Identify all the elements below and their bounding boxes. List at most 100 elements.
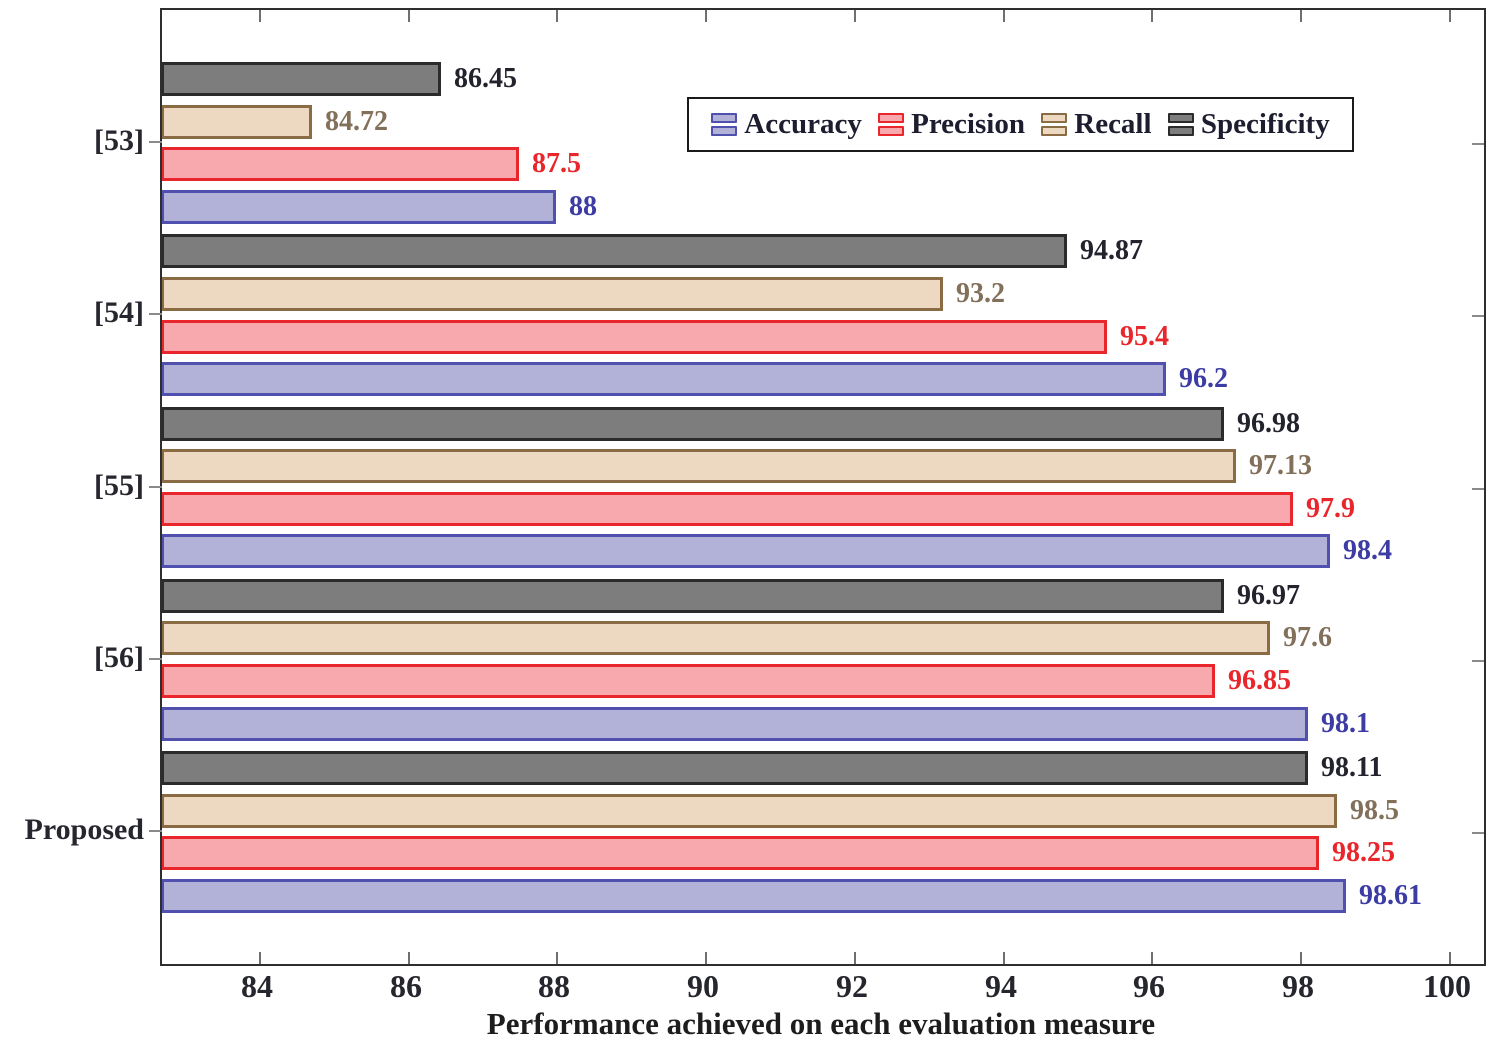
x-axis-tick (1300, 10, 1302, 22)
accuracy-value-label: 98.1 (1321, 708, 1370, 739)
x-axis-tick-label: 96 (1133, 968, 1165, 1004)
accuracy-marker-rect (711, 126, 738, 136)
precision-value-label: 96.85 (1228, 665, 1291, 696)
legend-item-accuracy: Accuracy (711, 110, 862, 139)
legend-label-accuracy: Accuracy (744, 108, 862, 140)
recall-bar-Proposed (162, 794, 1337, 828)
y-axis-tick (1472, 143, 1484, 145)
y-axis-tick (149, 658, 162, 660)
x-axis-tick (556, 10, 558, 22)
specificity-value-label: 98.11 (1321, 752, 1383, 783)
legend-item-specificity: Specificity (1167, 108, 1330, 140)
recall-bar-55 (162, 449, 1236, 483)
specificity-bar-53 (162, 62, 441, 96)
specificity-value-label: 96.98 (1237, 408, 1300, 439)
accuracy-bar-55 (162, 534, 1330, 568)
precision-value-label: 95.4 (1120, 321, 1169, 352)
specificity-bar-Proposed (162, 751, 1308, 785)
x-axis-tick (259, 10, 261, 22)
x-axis-tick (556, 952, 558, 964)
x-axis-tick-label: 100 (1423, 968, 1471, 1004)
x-axis-tick (408, 952, 410, 964)
legend-item-precision: Precision (878, 110, 1025, 139)
accuracy-marker-rect (711, 113, 738, 123)
accuracy-value-label: 96.2 (1179, 363, 1228, 394)
recall-value-label: 97.13 (1249, 450, 1312, 481)
x-axis-tick (854, 10, 856, 22)
recall-marker-rect (1041, 113, 1068, 123)
recall-value-label: 98.5 (1350, 795, 1399, 826)
y-axis-category-label: [56] (94, 641, 144, 674)
x-axis-tick-label: 86 (390, 968, 422, 1004)
specificity-value-label: 86.45 (454, 63, 517, 94)
x-axis-tick (408, 10, 410, 22)
x-axis-tick-label: 92 (836, 968, 868, 1004)
y-axis-tick (1472, 832, 1484, 834)
specificity-bar-56 (162, 579, 1224, 613)
x-axis-title: Performance achieved on each evaluation … (486, 1006, 1156, 1041)
y-axis-category-label: Proposed (24, 813, 144, 846)
y-axis-tick (149, 830, 162, 832)
accuracy-bar-Proposed (162, 879, 1346, 913)
precision-bar-56 (162, 664, 1215, 698)
accuracy-bar-53 (162, 190, 556, 224)
x-axis-tick (259, 952, 261, 964)
legend-label-specificity: Specificity (1200, 108, 1330, 140)
recall-value-label: 93.2 (956, 278, 1005, 309)
y-axis-tick (1472, 315, 1484, 317)
y-axis-tick (149, 313, 162, 315)
y-axis-category-label: [55] (94, 469, 144, 502)
x-axis-tick-label: 90 (687, 968, 719, 1004)
accuracy-legend-marker-icon (711, 113, 738, 136)
recall-value-label: 97.6 (1283, 622, 1332, 653)
specificity-value-label: 94.87 (1080, 235, 1143, 266)
recall-bar-53 (162, 105, 312, 139)
x-axis-tick (1003, 952, 1005, 964)
y-axis-tick (149, 141, 162, 143)
legend-label-precision: Precision (911, 108, 1025, 140)
accuracy-bar-56 (162, 707, 1308, 741)
x-axis-tick-label: 98 (1282, 968, 1314, 1004)
y-axis-tick (149, 486, 162, 488)
legend-item-recall: Recall (1041, 108, 1152, 140)
x-axis-tick (1003, 10, 1005, 22)
accuracy-value-label: 88 (569, 191, 597, 222)
x-axis-tick-label: 94 (985, 968, 1017, 1004)
specificity-value-label: 96.97 (1237, 580, 1300, 611)
legend-label-recall: Recall (1074, 108, 1152, 140)
precision-marker-rect (878, 113, 905, 123)
x-axis-tick (705, 10, 707, 22)
legend: Accuracy Precision Recall (687, 97, 1354, 152)
accuracy-value-label: 98.61 (1359, 880, 1422, 911)
precision-bar-54 (162, 320, 1107, 354)
precision-marker-rect (878, 126, 905, 136)
precision-bar-53 (162, 147, 519, 181)
precision-bar-Proposed (162, 836, 1319, 870)
accuracy-value-label: 98.4 (1343, 535, 1392, 566)
y-axis-tick (1472, 660, 1484, 662)
precision-value-label: 98.25 (1332, 837, 1395, 868)
x-axis-tick (1449, 10, 1451, 22)
x-axis-tick (1300, 952, 1302, 964)
x-axis-tick (1151, 10, 1153, 22)
x-axis-tick (705, 952, 707, 964)
y-axis-category-label: [53] (94, 124, 144, 157)
specificity-bar-54 (162, 234, 1067, 268)
x-axis-tick-label: 88 (538, 968, 570, 1004)
y-axis-tick (1472, 488, 1484, 490)
precision-bar-55 (162, 492, 1293, 526)
y-axis-category-label: [54] (94, 296, 144, 329)
x-axis-tick-label: 84 (241, 968, 273, 1004)
recall-value-label: 84.72 (325, 106, 388, 137)
precision-legend-marker-icon (878, 113, 905, 136)
recall-legend-marker-icon (1041, 113, 1068, 136)
specificity-marker-rect (1167, 126, 1194, 136)
recall-marker-rect (1041, 126, 1068, 136)
specificity-legend-marker-icon (1167, 113, 1194, 136)
precision-value-label: 97.9 (1306, 493, 1355, 524)
precision-value-label: 87.5 (532, 148, 581, 179)
x-axis-tick (854, 952, 856, 964)
x-axis-tick (1449, 952, 1451, 964)
recall-bar-56 (162, 621, 1270, 655)
